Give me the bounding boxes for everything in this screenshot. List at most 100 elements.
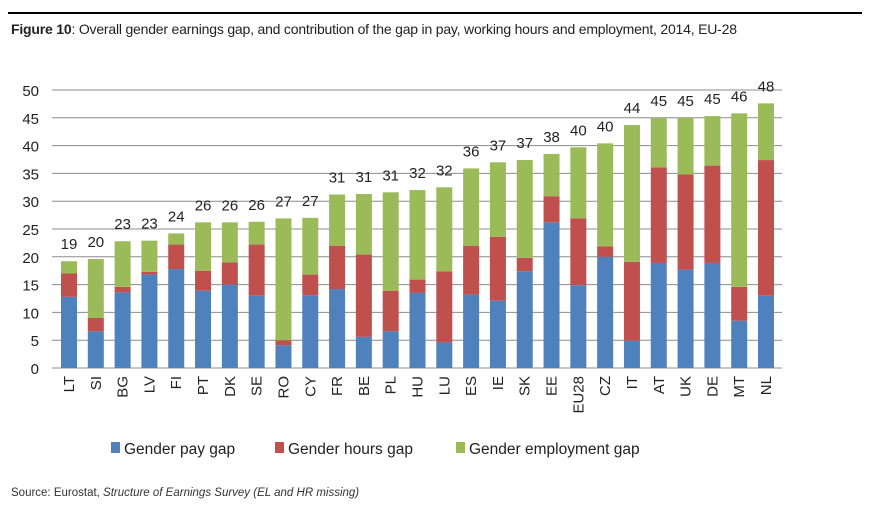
bar-pay-ro <box>275 345 292 368</box>
category-label: NL <box>758 376 775 395</box>
bar-pay-be <box>355 336 372 368</box>
category-label: PT <box>195 376 212 395</box>
y-tick-label: 20 <box>22 250 39 267</box>
y-tick-label: 25 <box>22 222 39 239</box>
category-label: FR <box>329 376 346 396</box>
bar-hours-fr <box>329 245 346 290</box>
bar-employment-fi <box>168 233 185 245</box>
total-label: 37 <box>490 137 507 154</box>
bar-hours-ie <box>489 236 506 301</box>
legend-label: Gender employment gap <box>469 441 640 458</box>
y-tick-label: 10 <box>22 305 39 322</box>
bar-pay-lu <box>436 342 453 368</box>
total-label: 38 <box>543 129 560 146</box>
category-label: CY <box>302 376 319 397</box>
bar-employment-ro <box>275 218 292 341</box>
bar-employment-eu28 <box>570 147 587 219</box>
legend-swatch-employment <box>456 442 465 453</box>
bar-pay-ie <box>489 300 506 368</box>
bar-hours-bg <box>114 286 131 293</box>
bar-pay-cy <box>302 295 319 368</box>
category-label: MT <box>731 376 748 398</box>
total-label: 32 <box>436 162 453 179</box>
bar-pay-at <box>650 262 667 368</box>
legend-swatch-hours <box>275 442 284 453</box>
bar-pay-dk <box>221 284 238 368</box>
bar-employment-hu <box>409 190 426 280</box>
total-label: 26 <box>248 197 265 214</box>
category-label: LT <box>61 376 78 392</box>
bar-employment-be <box>355 193 372 255</box>
bar-hours-dk <box>221 262 238 285</box>
category-label: UK <box>678 376 695 397</box>
total-label: 45 <box>650 93 667 110</box>
category-label: LU <box>436 376 453 395</box>
source-label: Source: Eurostat, <box>11 487 104 499</box>
bar-hours-hu <box>409 279 426 293</box>
bar-hours-nl <box>758 160 774 296</box>
bar-pay-lv <box>141 274 158 368</box>
y-tick-label: 50 <box>22 83 39 100</box>
y-tick-label: 15 <box>22 278 39 295</box>
bar-hours-sk <box>516 257 533 272</box>
category-label: RO <box>275 376 292 399</box>
category-label: EE <box>544 376 561 396</box>
bar-employment-lv <box>141 240 158 272</box>
figure-title: Figure 10: Overall gender earnings gap, … <box>11 21 737 37</box>
bar-employment-dk <box>221 222 238 263</box>
bar-hours-ro <box>275 340 292 346</box>
bar-employment-bg <box>114 241 131 287</box>
bar-hours-es <box>463 245 480 295</box>
bar-hours-it <box>623 261 640 341</box>
bar-hours-si <box>87 317 104 332</box>
bar-pay-fr <box>329 289 346 368</box>
category-label: BG <box>115 376 132 398</box>
total-label: 36 <box>463 143 480 160</box>
bar-employment-ee <box>543 153 560 197</box>
bar-pay-fi <box>168 269 185 368</box>
bar-pay-eu28 <box>570 285 587 368</box>
total-label: 26 <box>222 197 239 214</box>
total-label: 31 <box>356 169 373 186</box>
bar-employment-de <box>704 116 721 166</box>
category-label: LV <box>141 376 158 393</box>
bar-pay-de <box>704 262 721 368</box>
total-label: 32 <box>409 165 426 182</box>
bar-pay-sk <box>516 271 533 368</box>
y-tick-label: 0 <box>31 361 39 378</box>
category-label: AT <box>651 376 668 394</box>
bar-hours-ee <box>543 196 560 223</box>
total-label: 44 <box>624 100 641 117</box>
legend-label: Gender pay gap <box>124 441 235 458</box>
bar-hours-cy <box>302 274 319 296</box>
bar-employment-cy <box>302 217 319 275</box>
bar-employment-pl <box>382 192 399 291</box>
category-label: SK <box>517 376 534 396</box>
bar-pay-pl <box>382 331 399 368</box>
legend-swatch-pay <box>111 442 120 453</box>
bar-pay-lt <box>61 296 77 368</box>
total-label: 40 <box>570 122 587 139</box>
category-label: FI <box>168 376 185 389</box>
category-label: SI <box>88 376 105 390</box>
category-label: BE <box>356 376 373 396</box>
total-label: 27 <box>275 193 292 210</box>
total-label: 37 <box>516 135 533 152</box>
legend-label: Gender hours gap <box>288 441 413 458</box>
total-label: 46 <box>731 88 748 105</box>
bar-employment-es <box>463 168 480 246</box>
category-label: IE <box>490 376 507 390</box>
total-label: 31 <box>329 170 346 187</box>
total-label: 23 <box>141 216 158 233</box>
category-label: CZ <box>597 376 614 396</box>
total-label: 40 <box>597 118 614 135</box>
total-label: 48 <box>758 78 775 95</box>
bar-employment-nl <box>758 103 774 161</box>
bar-hours-lt <box>61 273 77 297</box>
y-tick-label: 35 <box>22 166 39 183</box>
bar-employment-fr <box>329 194 346 246</box>
bar-hours-pt <box>195 270 212 291</box>
category-label: EU28 <box>570 376 587 414</box>
total-label: 23 <box>114 216 131 233</box>
